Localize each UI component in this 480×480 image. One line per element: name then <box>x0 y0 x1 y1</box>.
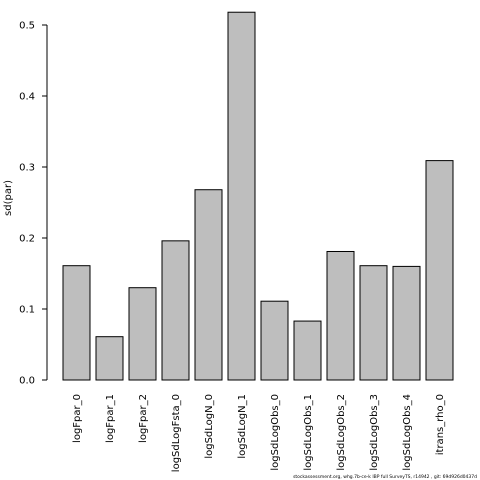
bar-logSdLogFsta_0 <box>161 240 190 381</box>
y-tick-label: 0.5 <box>19 21 35 32</box>
x-tick-label: logSdLogN_1 <box>237 394 248 459</box>
x-tick-label: logSdLogObs_0 <box>270 394 281 471</box>
x-tick-label: logSdLogObs_1 <box>303 394 314 471</box>
bar-logFpar_2 <box>128 287 157 381</box>
bar-logSdLogObs_0 <box>260 300 289 381</box>
x-tick-label: logFpar_0 <box>72 394 83 443</box>
bars <box>62 11 454 381</box>
x-tick-label: logSdLogN_0 <box>204 394 215 459</box>
bar-itrans_rho_0 <box>425 160 454 381</box>
bar-logSdLogObs_1 <box>293 320 322 381</box>
bar-logSdLogObs_3 <box>359 265 388 381</box>
y-tick-label: 0.3 <box>19 163 35 174</box>
x-tick-label: itrans_rho_0 <box>435 394 446 455</box>
x-tick-label: logFpar_1 <box>105 394 116 443</box>
bar-logSdLogN_0 <box>194 189 223 381</box>
y-tick-label: 0.1 <box>19 305 35 316</box>
y-tick-label: 0.4 <box>19 92 35 103</box>
y-tick-label: 0.0 <box>19 376 35 387</box>
x-tick-label: logSdLogObs_4 <box>402 394 413 471</box>
x-tick-label: logFpar_2 <box>138 394 149 443</box>
y-tick-label: 0.2 <box>19 234 35 245</box>
y-ticks: 0.0 0.1 0.2 0.3 0.4 0.5 <box>19 21 47 387</box>
x-tick-label: logSdLogFsta_0 <box>171 394 182 472</box>
bar-logFpar_1 <box>95 336 124 381</box>
x-tick-label: logSdLogObs_3 <box>369 394 380 471</box>
x-tick-label: logSdLogObs_2 <box>336 394 347 471</box>
y-axis-label: sd(par) <box>3 180 14 216</box>
x-tick-labels: logFpar_0 logFpar_1 logFpar_2 logSdLogFsta_… <box>72 394 446 472</box>
footer-caption: stockassessment.org, whg.7b-ce-k IBP ful… <box>293 474 477 480</box>
bar-logFpar_0 <box>62 265 91 381</box>
bar-logSdLogObs_4 <box>392 265 421 381</box>
bar-logSdLogObs_2 <box>326 250 355 381</box>
bar-logSdLogN_1 <box>227 11 256 381</box>
